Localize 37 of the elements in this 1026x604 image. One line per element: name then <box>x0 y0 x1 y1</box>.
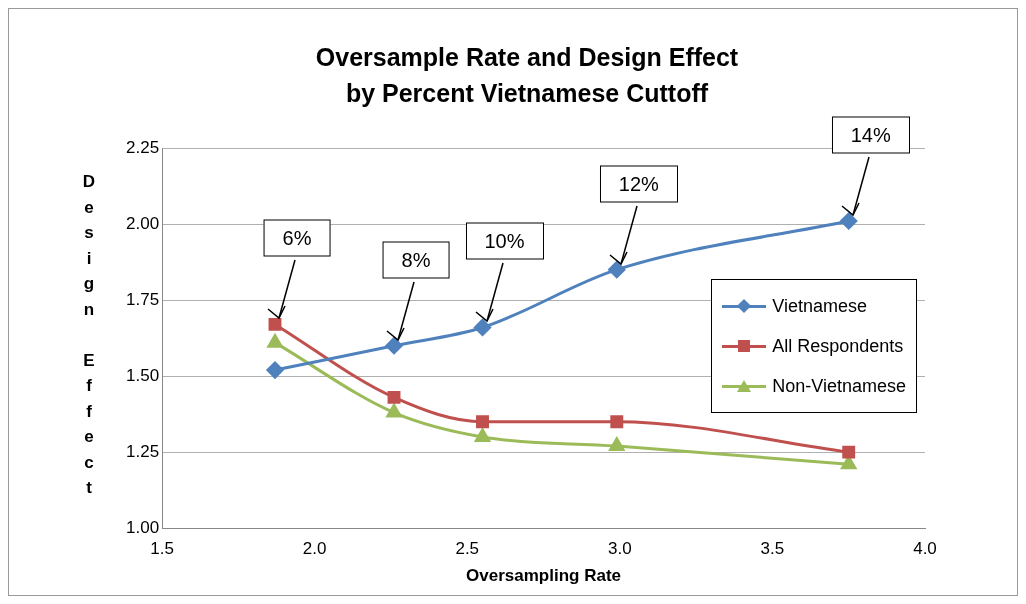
point <box>267 334 283 348</box>
point <box>386 404 402 418</box>
point <box>842 445 856 459</box>
point <box>609 437 625 452</box>
y-tick-label: 2.00 <box>125 213 160 233</box>
annotation: 12% <box>599 165 678 203</box>
x-tick-label: 1.5 <box>150 539 174 559</box>
x-tick-label: 2.5 <box>455 539 480 559</box>
legend-label: Non-Vietnamese <box>772 375 906 397</box>
legend-label: Vietnamese <box>772 295 867 317</box>
x-axis-title: Oversampling Rate <box>466 566 622 586</box>
text: Design Effect <box>82 172 96 497</box>
chart-title: Oversample Rate and Design Effect by Percent Vietnamese Cuttoff <box>314 42 740 109</box>
point <box>387 390 401 404</box>
point <box>385 337 403 355</box>
annotation: 8% <box>382 241 450 279</box>
point <box>266 361 284 379</box>
y-tick-label: 1.50 <box>125 365 160 385</box>
point <box>474 318 492 336</box>
x-tick-label: 4.0 <box>913 539 937 559</box>
annotation: 14% <box>831 116 910 154</box>
legend-label: All Respondents <box>772 335 904 357</box>
y-tick-label: 1.00 <box>125 517 160 537</box>
annotation: 10% <box>465 222 544 260</box>
annotation: 6% <box>263 219 331 257</box>
point <box>476 415 489 429</box>
point <box>608 261 626 279</box>
point <box>474 428 491 442</box>
y-tick-label: 1.75 <box>125 289 160 309</box>
point <box>610 415 624 429</box>
y-tick-label: 2.25 <box>125 137 160 157</box>
x-tick-label: 3.5 <box>760 539 785 559</box>
point <box>840 212 858 230</box>
x-tick-label: 2.0 <box>302 539 327 559</box>
y-tick-label: 1.25 <box>125 441 160 461</box>
point <box>268 317 282 331</box>
x-tick-label: 3.0 <box>608 539 632 559</box>
